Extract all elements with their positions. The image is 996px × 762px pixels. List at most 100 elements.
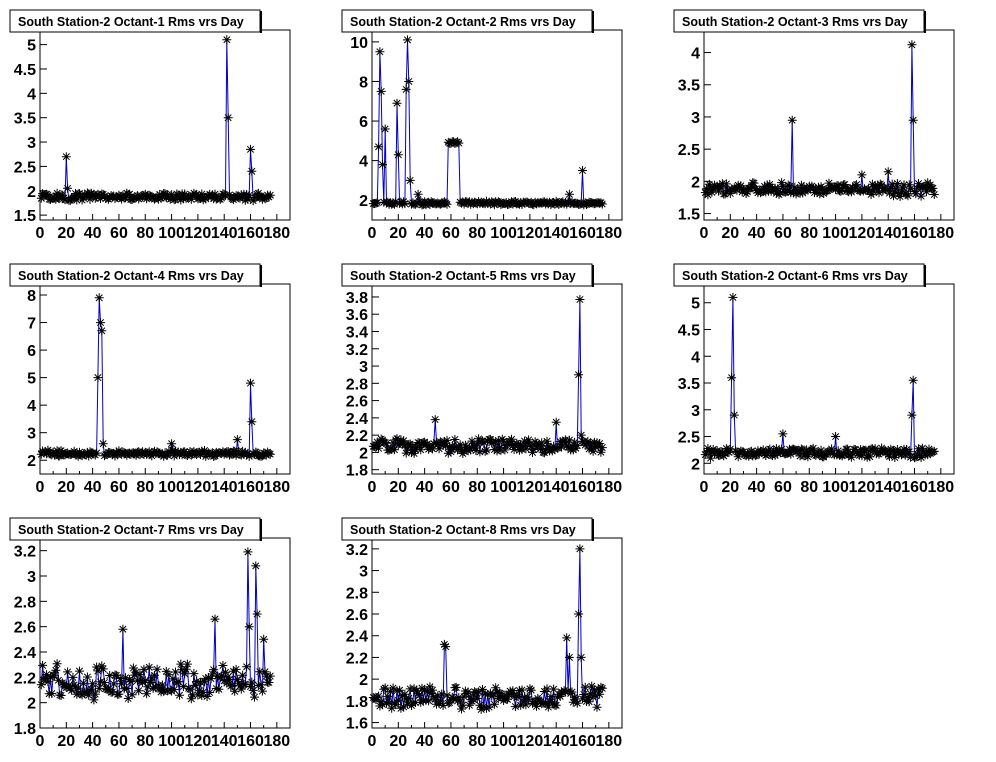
x-tick-label: 0	[368, 733, 377, 750]
data-point	[180, 669, 190, 679]
x-tick-label: 120	[185, 733, 212, 750]
data-point	[929, 446, 939, 456]
data-point	[100, 191, 109, 201]
y-tick-label: 3	[359, 564, 368, 581]
data-point	[235, 193, 245, 203]
data-point	[891, 184, 901, 194]
data-point	[36, 680, 46, 690]
data-point	[92, 662, 102, 672]
y-tick-label: 5	[27, 371, 36, 388]
data-point	[210, 614, 220, 624]
data-point	[712, 446, 722, 456]
data-point	[167, 190, 177, 200]
data-point	[265, 671, 275, 681]
data-point	[185, 192, 195, 202]
data-point	[475, 447, 485, 457]
data-point	[529, 200, 539, 210]
x-tick-label: 0	[368, 479, 377, 496]
data-point	[899, 180, 909, 190]
x-tick-label: 100	[490, 225, 517, 242]
data-point	[109, 448, 119, 458]
data-point	[896, 187, 906, 197]
data-point	[429, 439, 439, 449]
data-point	[94, 683, 104, 693]
data-point	[265, 190, 275, 200]
x-tick-label: 180	[263, 733, 290, 750]
data-point	[916, 191, 926, 201]
data-point	[766, 186, 776, 196]
data-point	[463, 687, 473, 697]
data-point	[228, 666, 238, 676]
x-tick-label: 20	[57, 225, 75, 242]
y-tick-label: 2.8	[14, 594, 36, 611]
x-tick-label: 80	[468, 479, 486, 496]
data-point	[110, 451, 120, 461]
data-point	[524, 435, 534, 445]
data-point	[564, 435, 574, 445]
data-point	[449, 443, 459, 453]
y-tick-label: 3	[691, 110, 700, 127]
data-point	[571, 443, 581, 453]
data-point	[829, 182, 839, 192]
data-point	[878, 186, 888, 196]
data-point	[407, 447, 416, 457]
data-point	[401, 84, 411, 94]
data-point	[160, 189, 170, 199]
data-point	[404, 693, 414, 703]
y-tick-label: 2.8	[346, 376, 368, 393]
data-point	[710, 180, 719, 190]
data-point	[482, 445, 491, 455]
x-tick-label: 20	[57, 733, 75, 750]
data-point	[439, 639, 449, 649]
data-point	[400, 199, 410, 209]
y-tick-label: 2.4	[14, 645, 36, 662]
data-point	[732, 447, 742, 457]
data-point	[230, 686, 240, 696]
y-tick-label: 3	[359, 359, 368, 376]
title-text: South Station-2 Octant-7 Rms vrs Day	[18, 523, 244, 537]
plot-frame	[703, 283, 955, 475]
data-point	[753, 446, 763, 456]
data-point	[372, 437, 382, 447]
data-point	[134, 686, 144, 696]
data-point	[138, 447, 148, 457]
data-point	[387, 703, 397, 713]
data-point	[484, 702, 494, 712]
data-point	[907, 410, 917, 420]
data-point	[439, 437, 449, 446]
data-point	[765, 444, 775, 454]
y-tick-label: 3	[27, 569, 36, 586]
chart-title: South Station-2 Octant-8 Rms vrs Day	[341, 517, 594, 541]
data-point	[831, 432, 841, 441]
data-point	[584, 697, 594, 707]
x-tick-label: 40	[416, 479, 434, 496]
data-point	[200, 677, 209, 687]
data-point	[929, 190, 939, 199]
data-point	[53, 675, 63, 685]
x-tick-label: 100	[490, 479, 517, 496]
data-point	[579, 690, 589, 699]
y-tick-label: 10	[350, 35, 368, 52]
data-point	[467, 436, 477, 446]
data-point	[928, 183, 938, 193]
data-point	[412, 686, 422, 696]
y-tick-label: 8	[359, 74, 368, 91]
data-point	[43, 190, 53, 200]
chart-title: South Station-2 Octant-3 Rms vrs Day	[673, 9, 926, 33]
data-point	[794, 186, 804, 195]
data-point	[555, 691, 565, 701]
data-point	[488, 689, 498, 699]
data-point	[61, 152, 71, 162]
data-point	[399, 436, 409, 446]
data-point	[778, 429, 788, 439]
data-point	[568, 445, 578, 455]
data-point	[94, 293, 104, 303]
data-point	[232, 674, 242, 684]
data-point	[760, 181, 769, 191]
y-tick-label: 3.8	[346, 290, 368, 307]
data-point	[374, 443, 384, 453]
data-point	[704, 446, 714, 456]
x-tick-label: 180	[927, 225, 954, 242]
chart-title: South Station-2 Octant-6 Rms vrs Day	[673, 263, 926, 287]
y-tick-label: 3	[691, 403, 700, 420]
